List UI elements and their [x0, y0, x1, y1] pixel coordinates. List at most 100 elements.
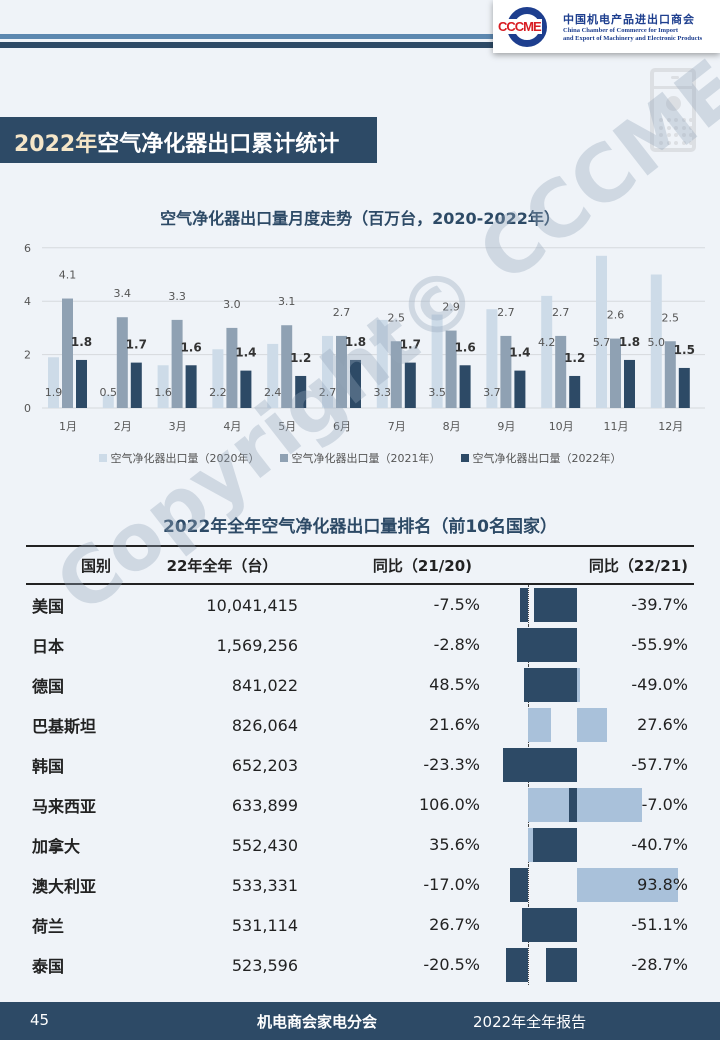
section-title: 2022年空气净化器出口累计统计 — [0, 117, 377, 163]
bar-2021 — [281, 325, 293, 408]
yoy-22-21-cell: -28.7% — [478, 945, 694, 985]
table-row: 马来西亚 633,899 106.0% -7.0% — [26, 785, 694, 825]
y-tick-label: 4 — [24, 295, 31, 308]
yoy-value: 106.0% — [418, 795, 480, 814]
country: 加拿大 — [32, 837, 81, 856]
table-title: 2022年全年空气净化器出口量排名（前10名国家） — [163, 517, 557, 537]
table-row: 德国 841,022 48.5% -49.0% — [26, 665, 694, 705]
bar-2020 — [486, 309, 498, 408]
bar-2021 — [226, 327, 238, 408]
country: 日本 — [32, 637, 65, 656]
yoy-bar — [514, 748, 577, 782]
air-purifier-icon — [650, 68, 696, 152]
bar-2022 — [240, 370, 252, 408]
country: 韩国 — [32, 757, 65, 776]
yoy-21-20-cell: 106.0% — [298, 785, 643, 825]
data-label: 1.9 — [45, 386, 63, 399]
table-row: 澳大利亚 533,331 -17.0% 93.8% — [26, 865, 694, 905]
yoy-value: 27.6% — [637, 715, 688, 734]
bar-2020 — [322, 335, 333, 408]
footer-report: 2022年全年报告 — [473, 1013, 587, 1031]
header-stripe — [0, 34, 495, 39]
data-label: 2.6 — [607, 309, 625, 322]
data-label: 2.7 — [333, 306, 351, 319]
country: 马来西亚 — [32, 797, 97, 816]
quantity: 10,041,415 — [206, 595, 298, 615]
yoy-22-21-cell: -49.0% — [478, 665, 694, 705]
data-label: 3.3 — [168, 290, 186, 303]
x-tick-label: 10月 — [549, 420, 574, 433]
bar-2020 — [212, 349, 224, 408]
quantity: 826,064 — [231, 715, 298, 735]
yoy-22-21-cell: -7.0% — [478, 785, 694, 825]
x-tick-label: 8月 — [443, 420, 461, 433]
data-label: 2.7 — [552, 306, 570, 319]
data-label: 1.2 — [564, 351, 585, 365]
yoy-21-20-cell: 26.7% — [298, 905, 557, 945]
header-qty: 22年全年（台） — [166, 556, 278, 575]
yoy-21-20-cell: -2.8% — [298, 625, 529, 665]
data-label: 1.5 — [674, 343, 695, 357]
data-label: 4.2 — [538, 336, 556, 349]
y-tick-label: 6 — [24, 242, 31, 255]
yoy-value: -20.5% — [423, 955, 480, 974]
data-label: 3.1 — [278, 295, 296, 308]
data-label: 2.5 — [662, 311, 680, 324]
bar-2021 — [62, 298, 73, 408]
country: 荷兰 — [32, 917, 65, 936]
yoy-bar — [533, 828, 577, 862]
yoy-22-21-cell: 27.6% — [478, 705, 694, 745]
yoy-value: -28.7% — [631, 955, 688, 974]
bar-2021 — [664, 341, 676, 408]
yoy-value: -40.7% — [631, 835, 688, 854]
quantity: 523,596 — [231, 955, 298, 975]
data-label: 1.6 — [180, 340, 201, 354]
legend-item: 空气净化器出口量（2022年） — [460, 450, 622, 466]
chart-legend: 空气净化器出口量（2020年） 空气净化器出口量（2021年） 空气净化器出口量（2… — [0, 450, 720, 466]
yoy-21-20-cell: -20.5% — [298, 945, 529, 985]
x-tick-label: 3月 — [169, 420, 187, 433]
yoy-value: 26.7% — [429, 915, 480, 934]
quantity: 1,569,256 — [216, 635, 298, 655]
page-number: 45 — [30, 1011, 50, 1029]
yoy-value: -57.7% — [631, 755, 688, 774]
table-header: 国别 22年全年（台） 同比（21/20) 同比（22/21) — [26, 545, 694, 585]
table-row: 荷兰 531,114 26.7% -51.1% — [26, 905, 694, 945]
yoy-value: 35.6% — [429, 835, 480, 854]
yoy-value: -39.7% — [631, 595, 688, 614]
data-label: 1.4 — [509, 346, 530, 360]
yoy-value: -7.0% — [641, 795, 688, 814]
yoy-21-20-cell: -17.0% — [298, 865, 529, 905]
yoy-value: -2.8% — [433, 635, 480, 654]
ranking-table: 国别 22年全年（台） 同比（21/20) 同比（22/21) 美国 10,04… — [26, 545, 694, 985]
legend-item: 空气净化器出口量（2021年） — [279, 450, 441, 466]
table-row: 韩国 652,203 -23.3% -57.7% — [26, 745, 694, 785]
data-label: 2.9 — [442, 301, 460, 314]
x-tick-label: 7月 — [388, 420, 406, 433]
data-label: 0.5 — [100, 386, 118, 399]
logo-en-text: China Chamber of Commerce for Import — [563, 26, 678, 34]
bar-2020 — [48, 357, 59, 408]
header-yoy-22-21: 同比（22/21) — [588, 556, 688, 575]
yoy-21-20-cell: -7.5% — [298, 585, 529, 625]
bar-2021 — [116, 317, 128, 408]
data-label: 1.6 — [454, 340, 475, 354]
x-tick-label: 5月 — [278, 420, 296, 433]
bar-2020 — [541, 295, 553, 408]
country: 美国 — [32, 597, 65, 616]
yoy-bar — [519, 588, 528, 622]
yoy-bar — [528, 788, 643, 822]
bar-2022 — [295, 375, 307, 408]
yoy-value: -51.1% — [631, 915, 688, 934]
chart-title: 空气净化器出口量月度走势（百万台，2020-2022年） — [160, 209, 560, 228]
yoy-value: -55.9% — [631, 635, 688, 654]
yoy-22-21-cell: -51.1% — [478, 905, 694, 945]
data-label: 1.2 — [290, 351, 311, 365]
data-label: 1.8 — [71, 335, 92, 349]
footer-org: 机电商会家电分会 — [257, 1013, 378, 1031]
data-label: 1.4 — [235, 346, 256, 360]
bar-2021 — [336, 335, 347, 408]
table-row: 日本 1,569,256 -2.8% -55.9% — [26, 625, 694, 665]
data-label: 2.7 — [319, 386, 337, 399]
header-country: 国别 — [80, 556, 111, 575]
